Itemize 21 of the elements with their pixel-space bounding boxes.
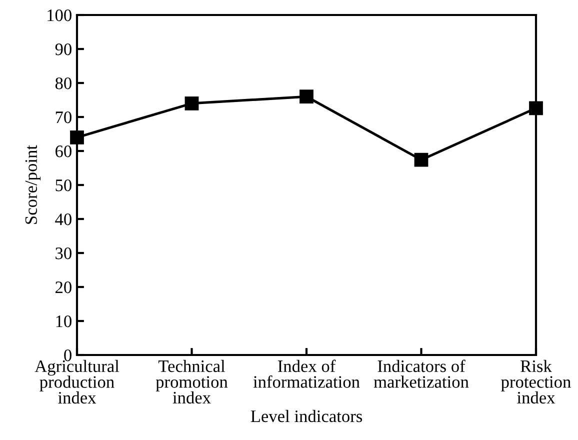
y-tick-label: 60: [56, 145, 72, 158]
x-tick-label: Agricultural production index: [34, 360, 120, 404]
point: [300, 90, 314, 104]
point: [414, 152, 428, 167]
y-axis-title: Score/point: [25, 145, 41, 224]
x-tick-label: Technical promotion index: [156, 360, 228, 404]
y-tick-label: 20: [56, 281, 72, 294]
x-tick-label: Risk protection index: [501, 360, 571, 404]
y-tick-label: 90: [55, 43, 72, 56]
y-tick-label: 30: [56, 247, 72, 260]
y-tick-label: 10: [56, 315, 72, 328]
y-tick-label: 80: [55, 77, 72, 90]
y-tick-label: 100: [48, 9, 72, 22]
y-tick-label: 50: [56, 179, 72, 192]
x-tick-label: Indicators of marketization: [374, 360, 469, 388]
x-axis-title: Level indicators: [250, 410, 362, 422]
y-tick-label: 0: [64, 349, 72, 362]
y-tick-label: 70: [56, 111, 72, 124]
y-tick-label: 40: [55, 213, 72, 226]
x-tick-label: Index of informatization: [253, 360, 360, 388]
point: [184, 96, 199, 110]
